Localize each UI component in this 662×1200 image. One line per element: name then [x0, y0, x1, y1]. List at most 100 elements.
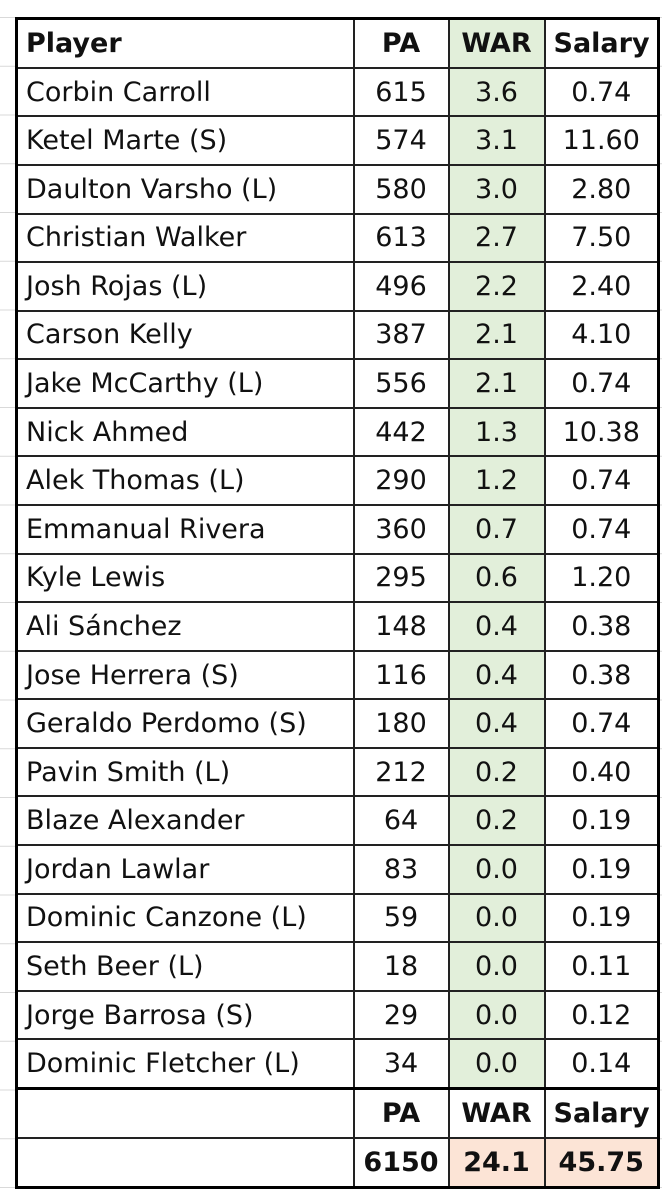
table-row: Blaze Alexander 64 0.2 0.19	[15, 795, 660, 847]
player-name: Dominic Canzone (L)	[15, 892, 355, 944]
player-name: Josh Rojas (L)	[15, 261, 355, 312]
stat-cell: 7.50	[543, 212, 660, 264]
stat-cell: 613	[352, 212, 450, 264]
stat-cell: 0.19	[543, 844, 660, 895]
table-body: Player PA WAR Salary Corbin Carroll 615 3.6 0.7…	[15, 17, 660, 1189]
stat-cell: 3.6	[447, 66, 546, 118]
stat-cell: 360	[352, 504, 450, 555]
table-row: Geraldo Perdomo (S) 180 0.4 0.74	[15, 698, 660, 749]
player-name: Daulton Varsho (L)	[15, 163, 355, 215]
table-row: Dominic Canzone (L) 59 0.0 0.19	[15, 892, 660, 944]
stat-cell: 0.4	[447, 601, 546, 652]
stat-cell: 4.10	[543, 309, 660, 361]
player-name: Nick Ahmed	[15, 406, 355, 458]
header-cell: PA	[352, 17, 450, 69]
stat-cell: 11.60	[543, 115, 660, 166]
table-row: Alek Thomas (L) 290 1.2 0.74	[15, 455, 660, 507]
player-name: Geraldo Perdomo (S)	[15, 698, 355, 749]
stat-cell: 1.20	[543, 552, 660, 604]
player-name: Emmanual Rivera	[15, 504, 355, 555]
player-name: Blaze Alexander	[15, 795, 355, 847]
stat-cell: 212	[352, 746, 450, 798]
stat-cell: 0.40	[543, 746, 660, 798]
stat-cell: 0.0	[447, 1038, 546, 1090]
stat-cell: 0.74	[543, 455, 660, 507]
stat-cell: 3.0	[447, 163, 546, 215]
stat-cell: 556	[352, 358, 450, 409]
stat-cell: 2.40	[543, 261, 660, 312]
total-cell: 45.75	[543, 1137, 660, 1189]
totals-header-cell: Salary	[543, 1087, 660, 1140]
stat-cell: 2.7	[447, 212, 546, 264]
table-row: Corbin Carroll 615 3.6 0.74	[15, 66, 660, 118]
stat-cell: 1.2	[447, 455, 546, 507]
table-row: Pavin Smith (L) 212 0.2 0.40	[15, 746, 660, 798]
stat-cell: 2.2	[447, 261, 546, 312]
stat-cell: 496	[352, 261, 450, 312]
stat-cell: 0.2	[447, 795, 546, 847]
stat-cell: 18	[352, 941, 450, 992]
stat-cell: 0.19	[543, 892, 660, 944]
stat-cell: 0.74	[543, 504, 660, 555]
stat-cell: 83	[352, 844, 450, 895]
table-row: Josh Rojas (L) 496 2.2 2.40	[15, 261, 660, 312]
table-row: Christian Walker 613 2.7 7.50	[15, 212, 660, 264]
stat-cell: 0.38	[543, 649, 660, 701]
table-row: Nick Ahmed 442 1.3 10.38	[15, 406, 660, 458]
stat-cell: 180	[352, 698, 450, 749]
stat-cell: 116	[352, 649, 450, 701]
table-row: Seth Beer (L) 18 0.0 0.11	[15, 941, 660, 992]
table-row: Emmanual Rivera 360 0.7 0.74	[15, 504, 660, 555]
table-row: PA WAR Salary	[15, 1087, 660, 1140]
table-row: Ali Sánchez 148 0.4 0.38	[15, 601, 660, 652]
header-cell: Salary	[543, 17, 660, 69]
stat-cell: 1.3	[447, 406, 546, 458]
stat-cell: 442	[352, 406, 450, 458]
player-name: Ketel Marte (S)	[15, 115, 355, 166]
table-row: Jake McCarthy (L) 556 2.1 0.74	[15, 358, 660, 409]
stat-cell: 0.74	[543, 698, 660, 749]
stat-cell: 0.14	[543, 1038, 660, 1090]
player-name: Dominic Fletcher (L)	[15, 1038, 355, 1090]
stat-cell: 29	[352, 989, 450, 1041]
player-name: Jordan Lawlar	[15, 844, 355, 895]
stat-cell: 295	[352, 552, 450, 604]
stat-cell: 0.6	[447, 552, 546, 604]
table-row: Jorge Barrosa (S) 29 0.0 0.12	[15, 989, 660, 1041]
player-table: Player PA WAR Salary Corbin Carroll 615 3.6 0.7…	[15, 17, 660, 1189]
table-row: Carson Kelly 387 2.1 4.10	[15, 309, 660, 361]
player-name: Christian Walker	[15, 212, 355, 264]
totals-header-cell: PA	[352, 1087, 450, 1140]
empty-cell	[15, 1087, 355, 1140]
player-name: Kyle Lewis	[15, 552, 355, 604]
player-name: Carson Kelly	[15, 309, 355, 361]
table-row: 6150 24.1 45.75	[15, 1137, 660, 1189]
stat-cell: 0.12	[543, 989, 660, 1041]
player-name: Jose Herrera (S)	[15, 649, 355, 701]
player-name: Ali Sánchez	[15, 601, 355, 652]
player-name: Seth Beer (L)	[15, 941, 355, 992]
stat-cell: 0.0	[447, 892, 546, 944]
player-name: Jorge Barrosa (S)	[15, 989, 355, 1041]
stat-cell: 0.74	[543, 66, 660, 118]
stat-cell: 0.7	[447, 504, 546, 555]
player-name: Alek Thomas (L)	[15, 455, 355, 507]
stat-cell: 2.80	[543, 163, 660, 215]
stat-cell: 0.2	[447, 746, 546, 798]
stat-cell: 34	[352, 1038, 450, 1090]
header-cell: Player	[15, 17, 355, 69]
stat-cell: 387	[352, 309, 450, 361]
stat-cell: 580	[352, 163, 450, 215]
table-row: Daulton Varsho (L) 580 3.0 2.80	[15, 163, 660, 215]
stat-cell: 0.4	[447, 698, 546, 749]
table-row: Dominic Fletcher (L) 34 0.0 0.14	[15, 1038, 660, 1090]
stat-cell: 0.0	[447, 844, 546, 895]
stat-cell: 148	[352, 601, 450, 652]
totals-header-cell: WAR	[447, 1087, 546, 1140]
stat-cell: 0.0	[447, 941, 546, 992]
table-row: Player PA WAR Salary	[15, 17, 660, 69]
table-row: Jose Herrera (S) 116 0.4 0.38	[15, 649, 660, 701]
stat-cell: 2.1	[447, 358, 546, 409]
